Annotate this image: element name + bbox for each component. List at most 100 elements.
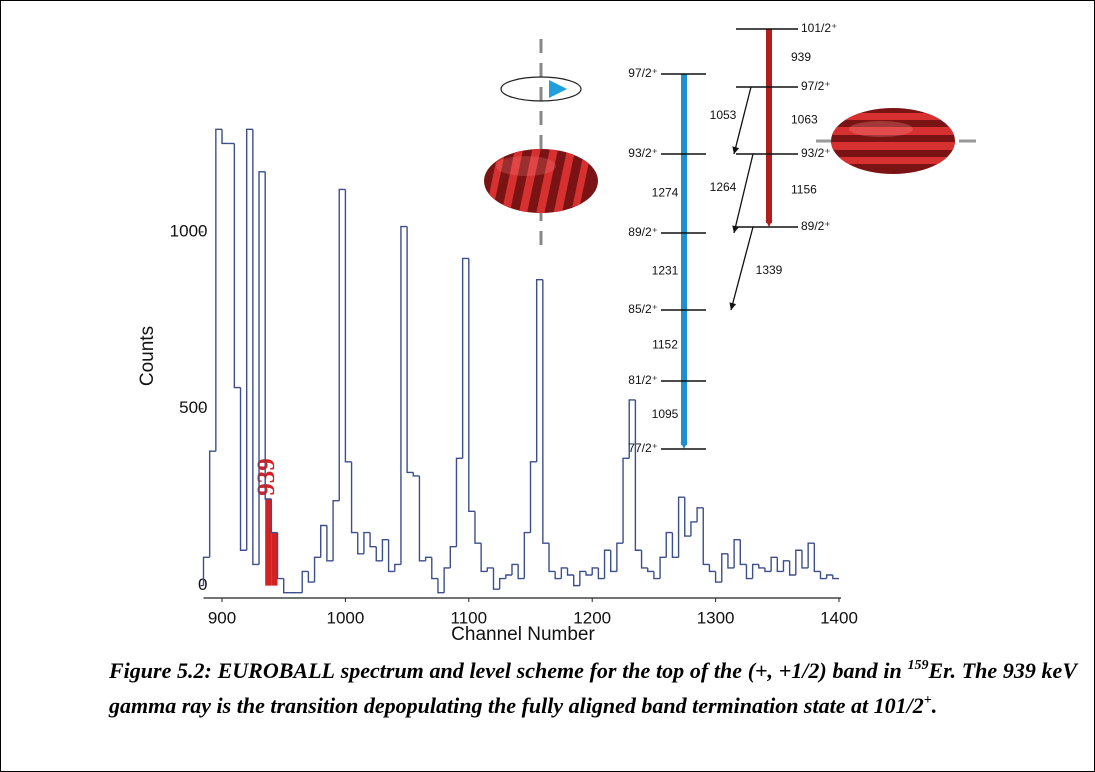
spectrum-bin — [313, 556, 321, 583]
spectrum-bin — [437, 578, 445, 594]
spectrum-bin — [554, 571, 562, 580]
spectrum-bin — [647, 567, 654, 573]
x-tick-label: 900 — [208, 608, 236, 627]
spectrum-bin — [239, 387, 247, 551]
spectrum-bin — [258, 171, 266, 565]
spectrum-bin — [381, 538, 389, 561]
linking-arrowhead — [732, 225, 740, 233]
band-arrowhead — [765, 220, 773, 227]
caption-superscript: + — [923, 693, 932, 708]
spectrum-bin — [560, 567, 568, 579]
transition-label: 1053 — [710, 108, 737, 122]
spectrum-bin — [825, 574, 833, 579]
spectrum-bin — [770, 556, 778, 572]
transition-label: 1095 — [652, 407, 679, 421]
x-axis-title: Channel Number — [451, 624, 595, 641]
spectrum-bin — [505, 574, 512, 579]
level-label: 101/2⁺ — [801, 21, 837, 35]
spectrum-bin — [215, 128, 223, 452]
spectrum-bin — [400, 225, 408, 565]
level-label: 89/2⁺ — [628, 225, 658, 239]
spectrum-bin — [443, 567, 451, 593]
spectrum-bin — [523, 531, 531, 579]
spectrum-bin — [819, 571, 827, 580]
figure: Channel Number Counts 900 1000 1100 1200 130… — [137, 21, 976, 641]
spectrum-bin — [721, 553, 728, 583]
spectrum-bin — [616, 542, 624, 572]
x-tick-label: 1000 — [326, 608, 364, 627]
rotation-arrow — [549, 80, 567, 98]
spectrum-bin — [394, 563, 401, 572]
level-label: 97/2⁺ — [628, 66, 658, 80]
transition-label: 1274 — [652, 186, 679, 200]
spectrum-bin — [406, 226, 414, 474]
highlight-bar — [271, 532, 278, 586]
spectrum-bin — [653, 571, 661, 580]
y-tick-label: 0 — [198, 575, 207, 594]
caption-text: EUROBALL — [217, 658, 335, 683]
spectrum-bin — [480, 543, 488, 573]
spectrum-bin — [264, 171, 272, 500]
spectrum-bin — [283, 578, 290, 594]
y-tick-label: 500 — [179, 398, 207, 417]
spectrum-bin — [610, 550, 617, 573]
spectrum-bin — [813, 543, 821, 573]
spectrum-bin — [758, 564, 765, 569]
spectrum-bin — [622, 457, 630, 544]
spectrum-bin — [455, 457, 463, 547]
nucleus-shape-terminating — [831, 108, 955, 174]
spectrum-bin — [659, 556, 667, 579]
spectrum-bin — [301, 570, 309, 593]
spectrum-bin — [338, 188, 346, 501]
spectrum-bin — [566, 567, 574, 576]
spectrum-bin — [252, 129, 260, 566]
linking-arrow — [733, 153, 754, 234]
spectrum-bin — [677, 496, 685, 558]
spectrum-bin — [245, 128, 253, 551]
spectrum-bin — [690, 521, 698, 537]
spectrum-bin — [807, 542, 815, 568]
spectrum-bin — [733, 538, 741, 568]
caption-text: . — [931, 693, 938, 718]
spectrum-bin — [307, 571, 315, 583]
spectrum-bin — [801, 550, 809, 569]
caption-superscript: 159 — [907, 658, 929, 673]
spectrum-bin — [671, 532, 679, 559]
spectrum-bin — [418, 475, 426, 562]
highlight-bar — [265, 498, 272, 586]
spectrum-bin — [529, 461, 537, 533]
spectrum-bin — [634, 399, 642, 551]
spectrum-bin — [474, 511, 482, 544]
spectrum-bin — [202, 556, 210, 586]
caption-text: spectrum and level scheme for the top of… — [334, 658, 908, 683]
spectrum-bin — [542, 279, 550, 544]
spectrum-bin — [363, 531, 371, 554]
level-label: 89/2⁺ — [801, 219, 831, 233]
spectrum-bin — [375, 546, 383, 562]
spectrum-bin — [579, 570, 587, 586]
spectrum-bin — [357, 532, 364, 555]
spectrum-bin — [788, 560, 796, 576]
spectrum-bin — [511, 563, 519, 576]
caption: Figure 5.2: EUROBALL spectrum and level … — [109, 653, 1077, 723]
spectrum-bin — [498, 577, 506, 590]
linking-arrow — [730, 226, 754, 311]
spectrum-bin — [387, 539, 395, 573]
spectrum-bin — [684, 497, 691, 537]
transition-label: 939 — [791, 50, 811, 64]
spectrum-bin — [535, 278, 543, 462]
spectrum-bin — [628, 399, 636, 459]
spectrum-bin — [208, 450, 216, 558]
spectrum-bin — [782, 560, 790, 572]
x-tick-label: 1100 — [451, 608, 488, 627]
spectrum-bin — [344, 189, 352, 463]
spectrum-bin — [468, 258, 475, 513]
spectrum-bin — [221, 129, 229, 145]
spectrum-bin — [431, 557, 438, 580]
spectrum-bin — [795, 549, 802, 576]
spectrum-bin — [739, 539, 747, 566]
spectrum-bin — [727, 553, 735, 569]
x-tick-label: 1400 — [820, 608, 858, 627]
spectrum-bin — [603, 549, 611, 579]
